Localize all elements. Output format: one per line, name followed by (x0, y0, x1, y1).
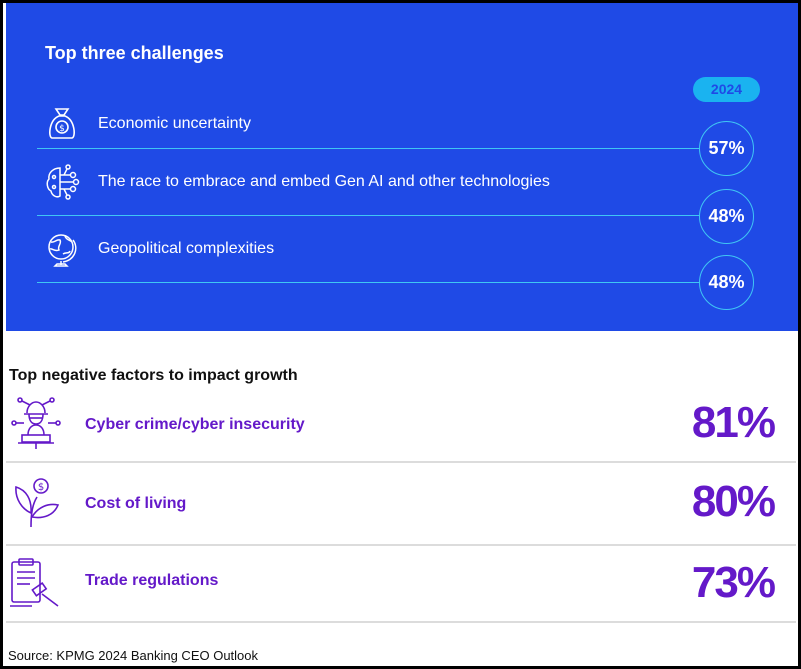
row-divider (6, 544, 796, 546)
challenges-panel: Top three challenges 2024 $ Economic unc… (6, 3, 798, 331)
money-bag-icon: $ (43, 104, 81, 142)
hacker-icon (8, 397, 64, 451)
challenge-label-economic: Economic uncertainty (98, 115, 251, 132)
svg-text:$: $ (38, 482, 44, 493)
row-divider (6, 621, 796, 623)
ai-brain-icon (43, 163, 81, 201)
negative-label-trade: Trade regulations (85, 572, 219, 589)
challenge-value-economic: 57% (699, 121, 754, 176)
challenges-title: Top three challenges (45, 43, 224, 63)
challenge-divider (37, 215, 700, 216)
challenge-label-geopolitical: Geopolitical complexities (98, 240, 275, 257)
negative-label-cyber: Cyber crime/cyber insecurity (85, 416, 305, 433)
money-plant-icon: $ (8, 475, 64, 529)
globe-icon (43, 230, 81, 268)
challenge-value-geopolitical: 48% (699, 255, 754, 310)
negative-value-cyber: 81% (691, 398, 776, 447)
row-divider (6, 461, 796, 463)
negative-value-trade: 73% (691, 558, 776, 607)
svg-text:$: $ (59, 124, 65, 134)
negative-label-cost-of-living: Cost of living (85, 495, 187, 512)
challenge-divider (37, 148, 700, 149)
negative-value-cost-of-living: 80% (691, 477, 776, 526)
challenge-value-genai: 48% (699, 189, 754, 244)
source-note: Source: KPMG 2024 Banking CEO Outlook (8, 648, 259, 663)
gavel-clipboard-icon (8, 556, 64, 610)
year-badge: 2024 (693, 77, 760, 102)
infographic-frame: Top three challenges 2024 $ Economic unc… (3, 3, 798, 666)
challenge-divider (37, 282, 700, 283)
challenge-label-genai: The race to embrace and embed Gen AI and… (98, 173, 550, 190)
negatives-title: Top negative factors to impact growth (9, 367, 298, 384)
